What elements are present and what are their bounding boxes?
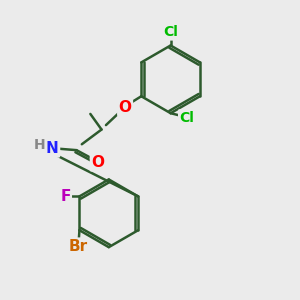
Text: O: O bbox=[91, 155, 104, 170]
Text: O: O bbox=[118, 100, 132, 115]
Text: H: H bbox=[34, 138, 46, 152]
Text: Br: Br bbox=[68, 239, 88, 254]
Text: Cl: Cl bbox=[163, 25, 178, 39]
Text: N: N bbox=[46, 141, 59, 156]
Text: F: F bbox=[60, 189, 70, 204]
Text: Cl: Cl bbox=[179, 111, 194, 124]
